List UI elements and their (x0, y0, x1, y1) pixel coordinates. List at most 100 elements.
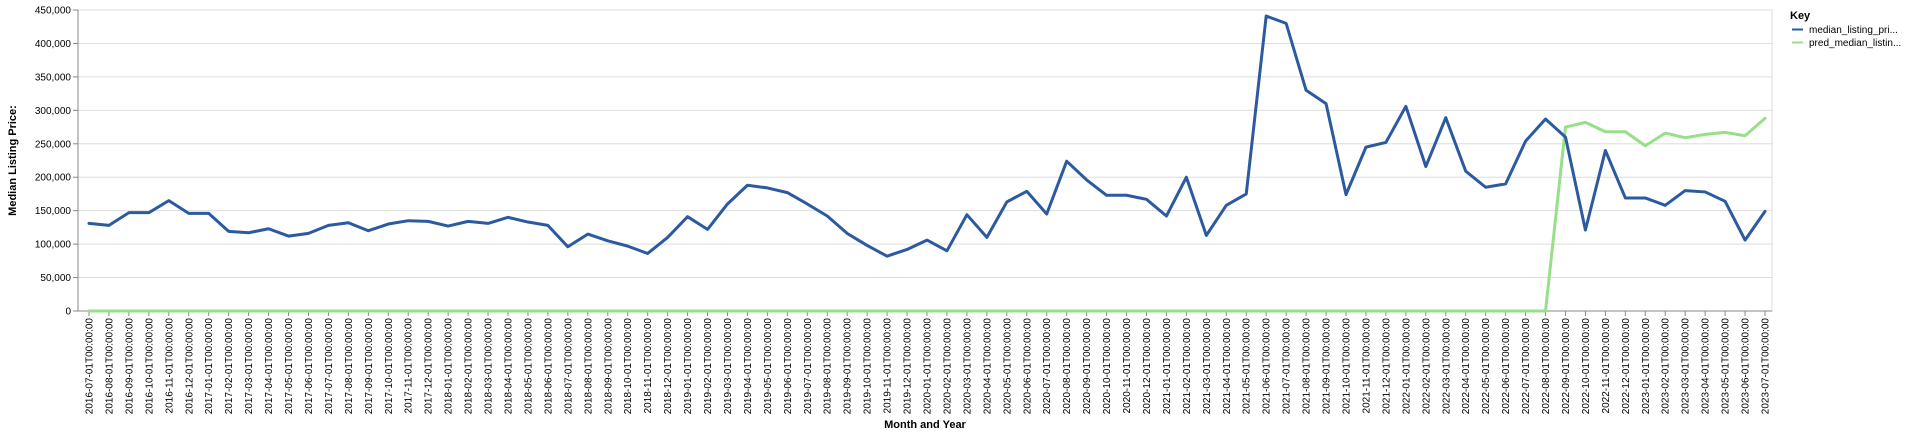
legend-title: Key (1790, 10, 1811, 22)
x-tick-label: 2021-09-01T00:00:00 (1322, 318, 1333, 415)
x-tick-label: 2018-08-01T00:00:00 (583, 318, 594, 415)
x-tick-label: 2021-08-01T00:00:00 (1302, 318, 1313, 415)
y-tick-label: 300,000 (35, 106, 72, 117)
x-tick-label: 2019-02-01T00:00:00 (703, 318, 714, 415)
x-tick-label: 2021-12-01T00:00:00 (1381, 318, 1392, 415)
x-tick-label: 2017-05-01T00:00:00 (284, 318, 295, 415)
x-tick-label: 2017-11-01T00:00:00 (404, 318, 415, 414)
x-tick-label: 2021-06-01T00:00:00 (1262, 318, 1273, 415)
x-tick-label: 2016-08-01T00:00:00 (104, 318, 115, 415)
x-tick-label: 2023-02-01T00:00:00 (1661, 318, 1672, 415)
x-tick-label: 2020-06-01T00:00:00 (1022, 318, 1033, 415)
y-tick-label: 0 (65, 307, 71, 318)
x-tick-label: 2019-06-01T00:00:00 (783, 318, 794, 415)
x-tick-label: 2021-02-01T00:00:00 (1182, 318, 1193, 415)
x-tick-label: 2019-01-01T00:00:00 (683, 318, 694, 415)
y-tick-label: 50,000 (40, 273, 71, 284)
series-line (87, 14, 1767, 258)
x-tick-label: 2022-11-01T00:00:00 (1601, 318, 1612, 414)
x-tick-label: 2022-06-01T00:00:00 (1501, 318, 1512, 415)
x-tick-label: 2018-01-01T00:00:00 (444, 318, 455, 415)
x-tick-label: 2021-10-01T00:00:00 (1342, 318, 1353, 415)
x-tick-label: 2017-10-01T00:00:00 (384, 318, 395, 415)
x-tick-label: 2020-09-01T00:00:00 (1082, 318, 1093, 415)
x-tick-label: 2019-03-01T00:00:00 (723, 318, 734, 415)
x-tick-label: 2018-07-01T00:00:00 (563, 318, 574, 415)
y-tick-label: 150,000 (35, 206, 72, 217)
x-tick-label: 2018-12-01T00:00:00 (663, 318, 674, 415)
x-tick-label: 2020-08-01T00:00:00 (1062, 318, 1073, 415)
series-line (87, 116, 1767, 313)
x-axis: 2016-07-01T00:00:00 2016-08-01T00:00:00 20… (78, 310, 1772, 415)
x-tick-label: 2017-09-01T00:00:00 (364, 318, 375, 415)
y-axis: 0 50,000 100,000 150,000 200,000 250,000 300,0… (35, 6, 79, 318)
x-tick-label: 2016-10-01T00:00:00 (144, 318, 155, 415)
x-tick-label: 2021-04-01T00:00:00 (1222, 318, 1233, 415)
x-tick-label: 2019-04-01T00:00:00 (743, 318, 754, 415)
x-tick-label: 2020-07-01T00:00:00 (1042, 318, 1053, 415)
x-tick-label: 2020-04-01T00:00:00 (982, 318, 993, 415)
x-tick-label: 2022-08-01T00:00:00 (1541, 318, 1552, 415)
x-tick-label: 2017-08-01T00:00:00 (344, 318, 355, 415)
x-tick-label: 2021-07-01T00:00:00 (1282, 318, 1293, 415)
x-tick-label: 2020-05-01T00:00:00 (1002, 318, 1013, 415)
series-layer (87, 14, 1767, 313)
x-tick-label: 2023-05-01T00:00:00 (1721, 318, 1732, 415)
y-tick-label: 350,000 (35, 72, 72, 83)
x-tick-label: 2020-12-01T00:00:00 (1142, 318, 1153, 415)
x-tick-label: 2022-01-01T00:00:00 (1401, 318, 1412, 415)
legend-label: pred_median_listin... (1809, 38, 1901, 49)
x-tick-label: 2022-07-01T00:00:00 (1521, 318, 1532, 415)
x-tick-label: 2017-03-01T00:00:00 (244, 318, 255, 415)
x-tick-label: 2018-03-01T00:00:00 (484, 318, 495, 415)
x-tick-label: 2016-09-01T00:00:00 (124, 318, 135, 415)
x-tick-label: 2022-03-01T00:00:00 (1441, 318, 1452, 415)
x-tick-label: 2020-03-01T00:00:00 (962, 318, 973, 415)
x-tick-label: 2021-05-01T00:00:00 (1242, 318, 1253, 415)
x-tick-label: 2019-12-01T00:00:00 (903, 318, 914, 415)
x-tick-label: 2023-04-01T00:00:00 (1701, 318, 1712, 415)
y-tick-label: 450,000 (35, 6, 72, 17)
x-tick-label: 2019-10-01T00:00:00 (863, 318, 874, 415)
x-tick-label: 2018-05-01T00:00:00 (523, 318, 534, 415)
x-axis-title: Month and Year (884, 419, 966, 431)
x-tick-label: 2020-01-01T00:00:00 (923, 318, 934, 415)
y-tick-label: 100,000 (35, 240, 72, 251)
x-tick-label: 2022-12-01T00:00:00 (1621, 318, 1632, 415)
x-tick-label: 2019-08-01T00:00:00 (823, 318, 834, 415)
x-tick-label: 2019-07-01T00:00:00 (803, 318, 814, 415)
x-tick-label: 2022-02-01T00:00:00 (1421, 318, 1432, 415)
x-tick-label: 2018-02-01T00:00:00 (464, 318, 475, 415)
x-tick-label: 2017-12-01T00:00:00 (424, 318, 435, 415)
x-tick-label: 2018-06-01T00:00:00 (543, 318, 554, 415)
x-tick-label: 2017-01-01T00:00:00 (204, 318, 215, 415)
x-tick-label: 2022-09-01T00:00:00 (1561, 318, 1572, 415)
x-tick-label: 2016-12-01T00:00:00 (184, 318, 195, 415)
x-tick-label: 2019-09-01T00:00:00 (843, 318, 854, 415)
x-tick-label: 2021-01-01T00:00:00 (1162, 318, 1173, 415)
x-tick-label: 2018-04-01T00:00:00 (504, 318, 515, 415)
x-tick-label: 2017-06-01T00:00:00 (304, 318, 315, 415)
y-tick-label: 200,000 (35, 173, 72, 184)
x-tick-label: 2021-03-01T00:00:00 (1202, 318, 1213, 415)
x-tick-label: 2018-09-01T00:00:00 (603, 318, 614, 415)
x-tick-label: 2023-06-01T00:00:00 (1741, 318, 1752, 415)
x-tick-label: 2020-10-01T00:00:00 (1102, 318, 1113, 415)
x-tick-label: 2017-07-01T00:00:00 (324, 318, 335, 415)
x-tick-label: 2017-02-01T00:00:00 (224, 318, 235, 415)
x-tick-label: 2022-05-01T00:00:00 (1481, 318, 1492, 415)
x-tick-label: 2021-11-01T00:00:00 (1361, 318, 1372, 414)
x-tick-label: 2018-10-01T00:00:00 (623, 318, 634, 415)
x-tick-label: 2022-04-01T00:00:00 (1461, 318, 1472, 415)
x-tick-label: 2023-01-01T00:00:00 (1641, 318, 1652, 415)
x-tick-label: 2017-04-01T00:00:00 (264, 318, 275, 415)
x-tick-label: 2019-11-01T00:00:00 (883, 318, 894, 414)
legend-label: median_listing_pri... (1809, 25, 1898, 36)
x-tick-label: 2016-11-01T00:00:00 (164, 318, 175, 414)
x-tick-label: 2016-07-01T00:00:00 (85, 318, 96, 415)
legend: Key median_listing_pri... pred_median_lis… (1790, 10, 1901, 49)
x-tick-label: 2023-03-01T00:00:00 (1681, 318, 1692, 415)
y-axis-title: Median Listing Price: (7, 105, 19, 216)
x-tick-label: 2023-07-01T00:00:00 (1761, 318, 1772, 415)
